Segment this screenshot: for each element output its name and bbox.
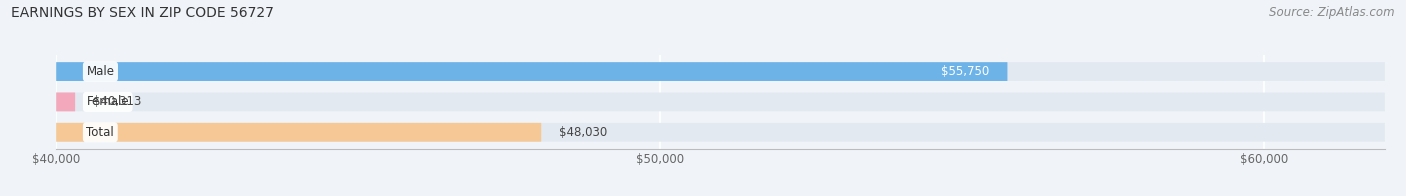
FancyBboxPatch shape [56,123,1385,142]
FancyBboxPatch shape [56,123,541,142]
FancyBboxPatch shape [56,93,75,111]
Text: Male: Male [86,65,114,78]
FancyBboxPatch shape [56,62,1385,81]
Text: $55,750: $55,750 [941,65,990,78]
Text: $40,313: $40,313 [93,95,142,108]
Text: $48,030: $48,030 [560,126,607,139]
Text: Source: ZipAtlas.com: Source: ZipAtlas.com [1270,6,1395,19]
FancyBboxPatch shape [56,62,1008,81]
FancyBboxPatch shape [56,93,1385,111]
Text: Female: Female [86,95,129,108]
Text: Total: Total [86,126,114,139]
Text: EARNINGS BY SEX IN ZIP CODE 56727: EARNINGS BY SEX IN ZIP CODE 56727 [11,6,274,20]
